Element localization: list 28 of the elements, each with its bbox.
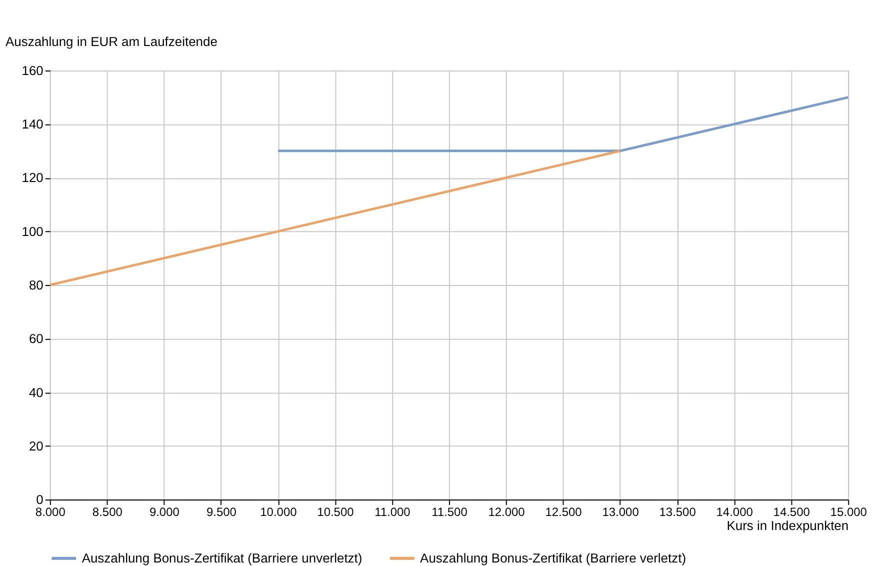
y-tick-label: 140: [22, 116, 44, 132]
x-tick-label: 9.500: [206, 504, 237, 519]
y-axis-title: Auszahlung in EUR am Laufzeitende: [5, 34, 218, 50]
x-tick-label: 11.000: [374, 504, 411, 519]
x-tick-label: 8.000: [35, 504, 66, 519]
x-tick-label: 13.000: [602, 504, 640, 519]
y-tick-label: 40: [28, 384, 44, 400]
x-tick-label: 12.500: [545, 504, 582, 519]
x-tick-label: 9.000: [149, 504, 180, 519]
y-tick-label: 80: [28, 277, 44, 292]
x-tick-label: 14.000: [716, 504, 754, 519]
y-tick-label: 100: [22, 224, 44, 239]
y-tick-label: 20: [28, 438, 44, 454]
x-axis-title: Kurs in Indexpunkten: [726, 518, 849, 533]
x-tick-label: 13.500: [659, 504, 696, 519]
x-tick-label: 11.500: [432, 504, 468, 519]
y-tick-label: 160: [22, 62, 44, 78]
x-tick-label: 12.000: [488, 504, 526, 519]
x-tick-label: 10.500: [317, 504, 354, 519]
x-tick-label: 10.000: [260, 504, 298, 519]
x-tick-label: 14.500: [773, 504, 810, 519]
legend-label: Auszahlung Bonus-Zertifikat (Barriere unverletzt): [82, 550, 362, 566]
y-tick-label: 120: [22, 170, 44, 186]
y-tick-label: 0: [36, 492, 44, 508]
y-tick-label: 60: [28, 331, 44, 346]
x-tick-label: 8.500: [92, 504, 123, 519]
legend-label: Auszahlung Bonus-Zertifikat (Barriere verletzt): [420, 550, 686, 566]
x-tick-label: 15.000: [830, 504, 868, 519]
